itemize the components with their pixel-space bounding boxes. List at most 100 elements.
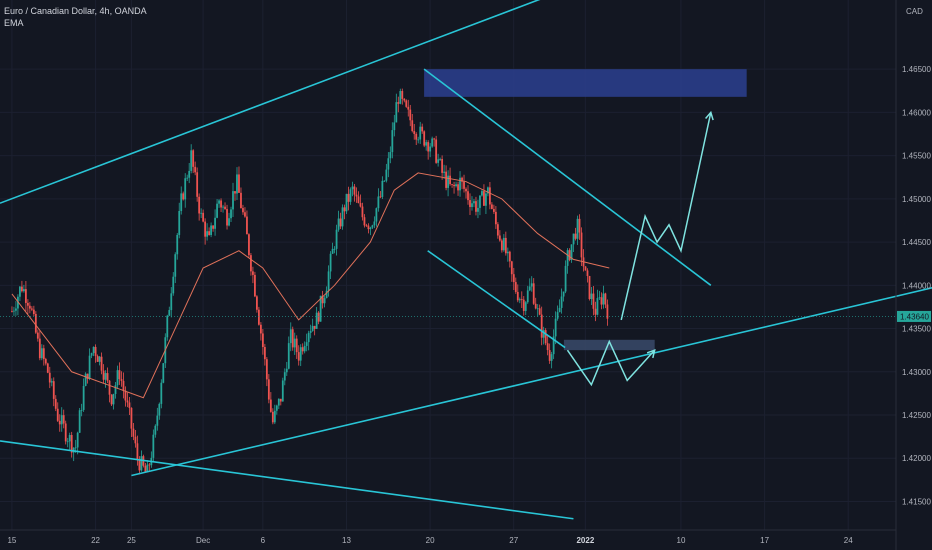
w-pattern-arrow[interactable] [566,339,656,387]
candle-body [345,193,348,212]
candle-body [60,415,63,425]
candle-body [220,200,222,208]
candle-body [34,313,37,333]
candle-body [230,209,232,219]
candle-body [441,159,444,173]
candle-body [240,192,242,209]
candle-body [74,447,77,449]
candle-body [144,465,147,473]
price-tick-label: 1.46000 [902,108,931,117]
candle-body [148,464,151,466]
candle-body [455,184,457,187]
upper-channel-line[interactable] [0,0,550,204]
candle-body [287,343,290,369]
candle-body [457,184,459,191]
candle-body [212,225,214,229]
candle-body [275,405,278,411]
candle-body [377,196,380,209]
candle-body [176,234,179,255]
candle-body [315,312,318,329]
candle-body [453,184,455,187]
candle-body [62,415,65,424]
candle-body [313,325,316,329]
candle-body [108,380,111,395]
candle-body [594,308,597,315]
candle-body [170,293,173,311]
ema-polyline[interactable] [11,172,610,399]
candle-body [516,291,519,301]
chart-legend: Euro / Canadian Dollar, 4h, OANDA EMA [4,5,147,29]
candle-body [373,221,376,226]
candle-body [413,131,416,134]
candle-body [399,91,402,104]
candle-body [337,218,340,230]
candle-body [385,169,388,181]
symbol-title[interactable]: Euro / Canadian Dollar, 4h, OANDA [4,6,147,16]
candle-body [224,206,226,210]
candle-body [568,250,571,260]
candle-body [473,201,475,204]
ema-line [11,172,610,399]
candle-body [397,102,400,104]
candle-body [381,180,384,197]
candle-body [90,353,93,356]
candle-body [271,411,274,423]
candle-body [301,347,304,352]
candle-body [154,425,157,435]
candles [11,88,609,475]
indicator-ema[interactable]: EMA [4,18,24,28]
candle-body [449,175,451,185]
trend-lines [0,0,932,520]
price-axis[interactable]: 1.46500 1.46000 1.45500 1.45000 1.44500 1.440… [895,0,931,550]
lower-support-line[interactable] [131,277,932,477]
candle-body [357,196,360,204]
wedge-bottom-line[interactable] [427,250,566,349]
candle-body [84,373,87,386]
candle-body [355,194,358,197]
candle-body [544,330,547,344]
candle-body [303,345,306,352]
candle-body [471,203,473,207]
candle-body [52,381,55,399]
candle-body [487,187,489,194]
candle-body [504,237,507,254]
candle-body [118,370,121,380]
breakout-path-arrow[interactable] [620,112,712,321]
candle-body [162,363,165,383]
price-tick-label: 1.44500 [902,238,931,247]
support-zone[interactable] [563,339,655,351]
candle-body [94,346,97,356]
lower-falling-line[interactable] [0,440,574,520]
candle-body [58,420,61,425]
candle-body [425,142,428,146]
candle-body [572,233,575,245]
candle-body [391,130,394,153]
candle-body [580,232,583,258]
candle-body [293,338,296,348]
candle-body [66,441,69,443]
candle-body [188,170,191,178]
candle-body [56,408,59,421]
candle-body [11,311,13,313]
candle-body [46,363,49,373]
resistance-zone[interactable] [424,69,747,97]
time-tick-label: 15 [7,536,16,545]
price-tick-label: 1.43000 [902,368,931,377]
candle-body [361,206,364,218]
candle-body [160,382,163,404]
candle-body [269,399,272,412]
candle-body [333,248,336,250]
time-tick-label: Dec [196,536,210,545]
candle-body [88,355,91,379]
candle-body [136,443,139,460]
time-tick-label: 13 [342,536,351,545]
candle-body [261,333,264,348]
candle-body [483,191,485,206]
price-tick-label: 1.42000 [902,454,931,463]
candle-body [323,298,326,304]
wedge-top-line[interactable] [423,68,712,286]
time-axis[interactable]: 15 22 25 Dec 6 13 20 27 2022 10 17 24 [0,529,896,545]
candle-body [234,191,236,194]
candle-body [166,315,169,338]
